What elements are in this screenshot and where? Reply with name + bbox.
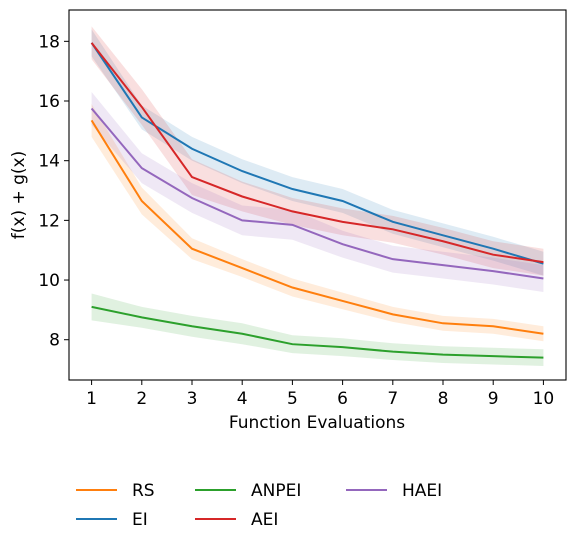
legend-label-rs: RS (132, 481, 155, 501)
y-tick-label: 12 (38, 211, 60, 231)
x-tick-label: 9 (488, 389, 499, 409)
x-tick-label: 2 (136, 389, 147, 409)
confidence-bands (91, 26, 544, 366)
y-tick-label: 8 (49, 331, 60, 351)
y-tick-label: 16 (38, 92, 60, 112)
legend-label-aei: AEI (251, 510, 278, 530)
y-tick-label: 18 (38, 32, 60, 52)
legend: RS EI ANPEI AEI HAEI (76, 481, 442, 530)
legend-label-ei: EI (132, 510, 148, 530)
legend-label-haei: HAEI (402, 481, 442, 501)
y-axis-label: f(x) + g(x) (9, 151, 29, 239)
x-axis: 1 2 3 4 5 6 7 8 9 10 (86, 380, 554, 409)
x-tick-label: 6 (337, 389, 348, 409)
series-lines (90, 42, 544, 359)
x-axis-label: Function Evaluations (229, 413, 405, 433)
x-tick-label: 1 (86, 389, 97, 409)
x-tick-label: 10 (533, 389, 555, 409)
line-aei (90, 42, 544, 264)
x-tick-label: 3 (187, 389, 198, 409)
line-rs (90, 119, 544, 335)
x-tick-label: 5 (287, 389, 298, 409)
band-anpei (91, 293, 544, 366)
line-anpei (91, 305, 544, 359)
x-tick-label: 7 (387, 389, 398, 409)
x-tick-label: 4 (237, 389, 248, 409)
y-axis: 8 10 12 14 16 18 (38, 32, 69, 351)
line-haei (90, 107, 544, 280)
y-tick-label: 14 (38, 152, 60, 172)
legend-label-anpei: ANPEI (251, 481, 301, 501)
y-tick-label: 10 (38, 271, 60, 291)
x-tick-label: 8 (438, 389, 449, 409)
plot-frame (68, 9, 567, 381)
line-ei (90, 42, 544, 265)
